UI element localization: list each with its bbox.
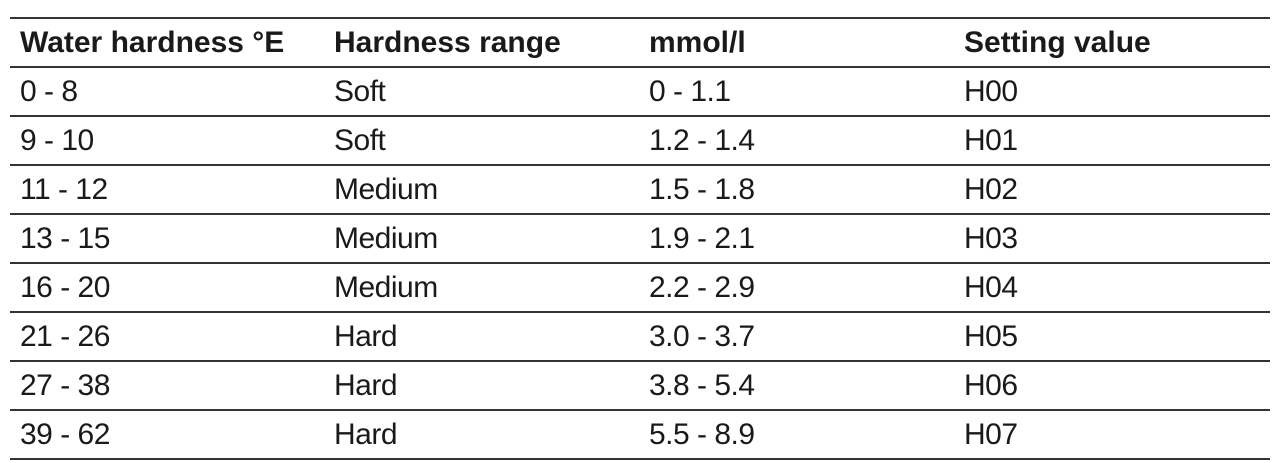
table-cell: 16 - 20 xyxy=(10,263,324,313)
table-cell: 21 - 26 xyxy=(10,312,324,362)
table-cell: 1.2 - 1.4 xyxy=(639,116,954,166)
header-row: Water hardness °E Hardness range mmol/l Set… xyxy=(10,17,1270,68)
table-cell: Medium xyxy=(324,214,639,264)
table-cell: 27 - 38 xyxy=(10,361,324,411)
table-cell: H07 xyxy=(954,410,1270,460)
table-row: 27 - 38 Hard 3.8 - 5.4 H06 xyxy=(10,361,1270,411)
table-row: 0 - 8 Soft 0 - 1.1 H00 xyxy=(10,67,1270,117)
table-cell: H01 xyxy=(954,116,1270,166)
table-cell: 5.5 - 8.9 xyxy=(639,410,954,460)
table-cell: 2.2 - 2.9 xyxy=(639,263,954,313)
table-cell: Soft xyxy=(324,116,639,166)
header-cell: mmol/l xyxy=(639,17,954,68)
table-row: 9 - 10 Soft 1.2 - 1.4 H01 xyxy=(10,116,1270,166)
table-cell: Hard xyxy=(324,312,639,362)
table-cell: 3.8 - 5.4 xyxy=(639,361,954,411)
table-body: 0 - 8 Soft 0 - 1.1 H00 9 - 10 Soft 1.2 - 1.4 H0… xyxy=(10,67,1270,460)
table-row: 16 - 20 Medium 2.2 - 2.9 H04 xyxy=(10,263,1270,313)
table-cell: 1.9 - 2.1 xyxy=(639,214,954,264)
table-cell: Soft xyxy=(324,67,639,117)
table-cell: Hard xyxy=(324,410,639,460)
table-cell: 1.5 - 1.8 xyxy=(639,165,954,215)
table-cell: Medium xyxy=(324,263,639,313)
table-cell: H03 xyxy=(954,214,1270,264)
header-cell: Hardness range xyxy=(324,17,639,68)
table-cell: H06 xyxy=(954,361,1270,411)
table-row: 11 - 12 Medium 1.5 - 1.8 H02 xyxy=(10,165,1270,215)
table-cell: Medium xyxy=(324,165,639,215)
table-row: 39 - 62 Hard 5.5 - 8.9 H07 xyxy=(10,410,1270,460)
header-cell: Setting value xyxy=(954,17,1270,68)
table-cell: H05 xyxy=(954,312,1270,362)
table-row: 21 - 26 Hard 3.0 - 3.7 H05 xyxy=(10,312,1270,362)
header-cell: Water hardness °E xyxy=(10,17,324,68)
table-cell: 0 - 1.1 xyxy=(639,67,954,117)
table-row: 13 - 15 Medium 1.9 - 2.1 H03 xyxy=(10,214,1270,264)
table-cell: Hard xyxy=(324,361,639,411)
table-cell: 0 - 8 xyxy=(10,67,324,117)
hardness-table: Water hardness °E Hardness range mmol/l Set… xyxy=(10,17,1270,460)
table-cell: 3.0 - 3.7 xyxy=(639,312,954,362)
table-cell: 13 - 15 xyxy=(10,214,324,264)
table-cell: 9 - 10 xyxy=(10,116,324,166)
table-cell: 39 - 62 xyxy=(10,410,324,460)
table-cell: H00 xyxy=(954,67,1270,117)
table-cell: H04 xyxy=(954,263,1270,313)
table-cell: 11 - 12 xyxy=(10,165,324,215)
table-cell: H02 xyxy=(954,165,1270,215)
